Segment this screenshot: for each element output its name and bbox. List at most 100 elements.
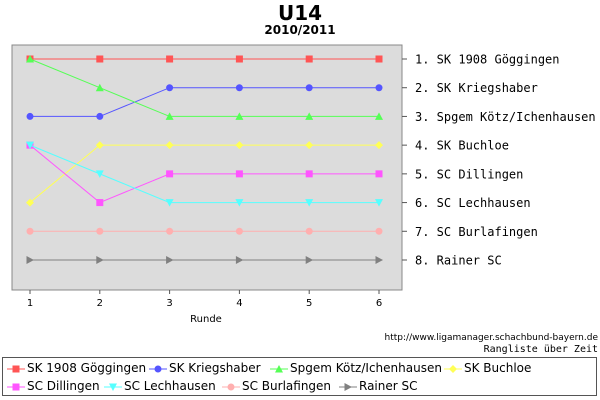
data-point [235, 199, 244, 207]
ranking-chart: 1 2 3 4 5 6 1. SK 1908 Göggingen 2. SK Kriegsh… [11, 44, 596, 325]
data-point [305, 227, 313, 235]
legend-swatch [7, 383, 25, 390]
legend-marker [109, 383, 117, 391]
series-4 [26, 141, 383, 207]
data-point [235, 55, 243, 63]
legend-item: SK Buchloe [444, 361, 531, 375]
data-point [305, 199, 314, 207]
x-tick-label: 4 [236, 298, 242, 309]
legend-swatch [339, 382, 357, 391]
legend-marker [12, 365, 20, 372]
data-point [166, 256, 174, 264]
legend-label: SC Dillingen [27, 379, 100, 393]
legend-swatch [222, 383, 240, 390]
data-point [95, 83, 104, 92]
legend-marker [12, 383, 20, 390]
legend: SK 1908 Göggingen SK Kriegshaber Spgem Köt… [2, 357, 597, 396]
data-point [235, 141, 244, 150]
x-axis-label: Runde [190, 314, 222, 325]
series-7 [26, 227, 383, 235]
legend-swatch [104, 383, 122, 391]
data-point [165, 199, 174, 207]
data-point [305, 112, 314, 120]
x-tick-label: 3 [166, 298, 172, 309]
legend-item: Rainer SC [339, 379, 418, 393]
data-point [96, 199, 104, 207]
data-point [96, 112, 104, 120]
data-point [26, 227, 34, 235]
data-point [375, 227, 383, 235]
legend-label: SK Buchloe [464, 361, 532, 375]
legend-item: Spgem Kötz/Ichenhausen [270, 361, 442, 375]
rank-label: 2. SK Kriegshaber [415, 81, 538, 95]
data-point [375, 256, 383, 264]
data-point [166, 227, 174, 235]
rank-label: 8. Rainer SC [415, 254, 502, 268]
series-6 [26, 141, 383, 207]
legend-label: SK 1908 Göggingen [27, 361, 147, 375]
data-point [305, 84, 313, 92]
chart-subtitle: 2010/2011 [264, 23, 336, 37]
data-point [96, 256, 104, 264]
data-point [375, 141, 383, 150]
legend-item: SC Dillingen [7, 379, 100, 393]
legend-swatch [270, 364, 288, 372]
legend-item: SK 1908 Göggingen [7, 361, 146, 375]
series-2 [26, 84, 383, 120]
data-point [26, 141, 34, 150]
data-point [26, 112, 34, 120]
data-point [26, 256, 34, 264]
rank-label: 5. SC Dillingen [415, 167, 523, 181]
legend-marker [275, 364, 283, 372]
rank-label: 7. SC Burlafingen [415, 225, 538, 239]
x-tick-label: 6 [376, 298, 382, 309]
legend-label: SC Lechhausen [124, 379, 216, 393]
legend-label: Rainer SC [359, 379, 418, 393]
data-point [235, 112, 244, 120]
series-8 [26, 256, 383, 264]
x-tick-label: 2 [97, 298, 103, 309]
plot-background [11, 44, 403, 291]
data-point [26, 55, 34, 63]
legend-swatch [444, 364, 462, 373]
x-axis: 1 2 3 4 5 6 [27, 290, 382, 309]
rank-label: 4. SK Buchloe [415, 139, 509, 153]
data-point [235, 227, 243, 235]
chart-title: U14 [277, 1, 323, 25]
legend-item: SK Kriegshaber [149, 361, 261, 375]
series-line [29, 144, 379, 203]
x-tick-label: 5 [306, 298, 312, 309]
data-point [235, 84, 243, 92]
legend-label: SC Burlafingen [242, 379, 332, 393]
data-point [166, 55, 174, 63]
credit-url[interactable]: http://www.ligamanager.schachbund-bayern… [384, 333, 598, 343]
data-point [166, 84, 174, 92]
legend-marker [344, 382, 352, 391]
legend-marker [227, 383, 235, 390]
data-point [305, 170, 313, 178]
data-point [375, 199, 383, 207]
data-point [375, 55, 383, 63]
rank-label: 3. Spgem Kötz/Ichenhausen [415, 110, 596, 124]
x-tick-label: 1 [27, 298, 33, 309]
data-point [305, 55, 313, 63]
series-line [29, 144, 379, 204]
data-point [375, 112, 383, 120]
legend-marker [154, 365, 162, 372]
data-point [165, 112, 174, 120]
rank-label: 1. SK 1908 Göggingen [415, 53, 560, 67]
data-point [235, 170, 243, 178]
series-line [29, 144, 379, 204]
data-point [165, 141, 174, 150]
data-point [96, 227, 104, 235]
series-layer [26, 55, 383, 264]
rank-label: 6. SC Lechhausen [415, 196, 531, 210]
series-line [29, 58, 379, 117]
series-3 [26, 55, 383, 120]
data-point [375, 84, 383, 92]
data-point [95, 170, 104, 178]
legend-label: SK Kriegshaber [169, 361, 261, 375]
data-point [95, 141, 104, 150]
data-point [96, 55, 104, 63]
legend-marker [449, 364, 457, 373]
